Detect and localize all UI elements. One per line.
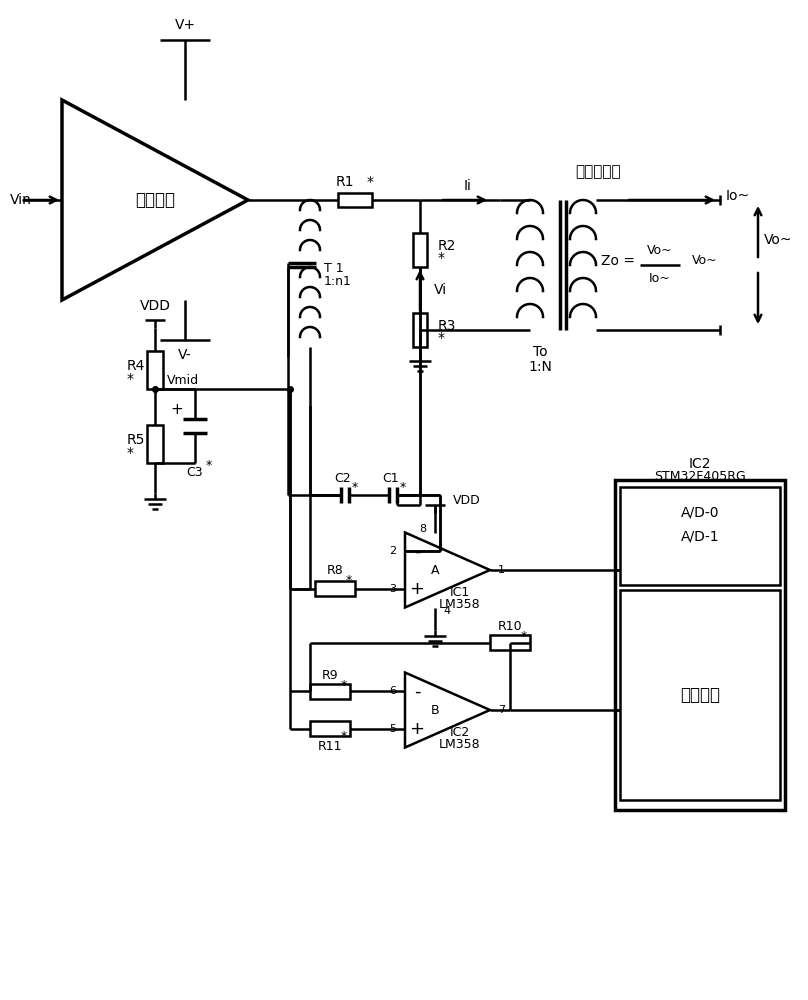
Text: 微处理器: 微处理器 (680, 686, 720, 704)
Text: A: A (431, 564, 440, 576)
Bar (615, 480, 785, 810)
Text: R9: R9 (322, 669, 339, 682)
Text: 3: 3 (389, 584, 396, 594)
Bar (315, 581, 355, 596)
Text: +: + (170, 402, 183, 418)
Text: Vi: Vi (434, 283, 447, 297)
Text: Vo~: Vo~ (647, 244, 673, 257)
Text: C2: C2 (335, 473, 351, 486)
Text: 2: 2 (389, 546, 396, 556)
Text: B: B (431, 704, 440, 716)
Text: R11: R11 (318, 740, 343, 753)
Text: *: * (367, 175, 373, 189)
Polygon shape (405, 532, 490, 607)
Text: 6: 6 (389, 686, 396, 696)
Text: +: + (410, 720, 424, 738)
Text: 1:N: 1:N (528, 360, 552, 374)
Text: *: * (438, 331, 445, 345)
Text: A/D-1: A/D-1 (680, 530, 719, 544)
Bar (147, 425, 163, 463)
Text: Ii: Ii (464, 179, 472, 193)
Text: R5: R5 (127, 433, 145, 447)
Text: Io~: Io~ (726, 189, 750, 203)
Text: *: * (341, 730, 347, 743)
Polygon shape (62, 100, 248, 300)
Text: R10: R10 (498, 620, 522, 633)
Text: *: * (438, 251, 445, 265)
Text: R2: R2 (438, 239, 457, 253)
Text: *: * (400, 482, 406, 494)
Text: R1: R1 (336, 175, 354, 189)
Text: 输出变压器: 输出变压器 (575, 164, 621, 180)
Text: STM32F405RG: STM32F405RG (654, 471, 746, 484)
Text: *: * (521, 630, 527, 643)
Bar (338, 193, 372, 207)
Text: IC2: IC2 (450, 726, 470, 738)
Bar (413, 313, 427, 347)
Text: R8: R8 (326, 564, 343, 577)
Text: A/D-0: A/D-0 (681, 505, 719, 519)
Text: +: + (410, 580, 424, 598)
Text: -: - (414, 682, 420, 700)
Text: 7: 7 (498, 705, 505, 715)
Bar (147, 351, 163, 389)
Bar (490, 635, 530, 650)
Text: Vmid: Vmid (167, 374, 199, 387)
Text: C1: C1 (383, 473, 399, 486)
Text: 1: 1 (498, 565, 505, 575)
Text: *: * (206, 458, 213, 472)
Text: 5: 5 (389, 724, 396, 734)
Text: V+: V+ (175, 18, 196, 32)
Text: Io~: Io~ (649, 271, 671, 284)
Text: Vo~: Vo~ (692, 254, 718, 267)
Text: *: * (346, 574, 352, 587)
Text: 1:n1: 1:n1 (324, 275, 351, 288)
Text: V-: V- (179, 348, 191, 362)
Text: R3: R3 (438, 319, 457, 333)
Text: Zo =: Zo = (601, 254, 635, 268)
Text: 4: 4 (443, 605, 450, 615)
Text: Vo~: Vo~ (764, 233, 793, 247)
Text: VDD: VDD (453, 494, 481, 507)
Text: Vin: Vin (10, 193, 32, 207)
Text: 功率放大: 功率放大 (135, 191, 175, 209)
Text: -: - (414, 542, 420, 560)
Text: LM358: LM358 (440, 738, 481, 750)
Text: To: To (532, 345, 547, 359)
Text: IC1: IC1 (450, 585, 470, 598)
Text: *: * (351, 482, 358, 494)
Text: *: * (127, 372, 134, 386)
Text: C3: C3 (187, 466, 204, 480)
Text: 8: 8 (419, 524, 426, 534)
Text: *: * (341, 679, 347, 692)
Bar (310, 684, 350, 699)
Bar (413, 233, 427, 267)
Bar (310, 721, 350, 736)
Polygon shape (405, 672, 490, 748)
Text: *: * (127, 446, 134, 460)
Text: IC2: IC2 (688, 457, 711, 471)
Text: LM358: LM358 (440, 597, 481, 610)
Text: T 1: T 1 (324, 262, 343, 275)
Text: R4: R4 (127, 359, 145, 373)
Bar (620, 487, 780, 585)
Text: VDD: VDD (140, 299, 170, 313)
Bar (620, 590, 780, 800)
